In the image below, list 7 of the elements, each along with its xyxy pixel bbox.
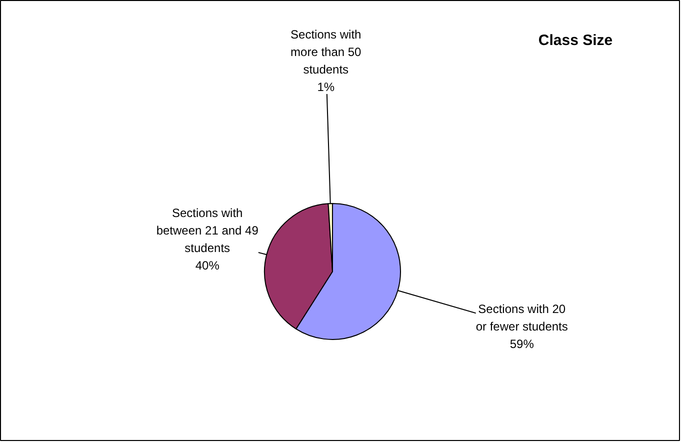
- data-label: 40%: [195, 258, 220, 273]
- slice-label: Sections with between 21 and 49 students: [156, 206, 259, 256]
- slice-label: Sections with more than 50 students: [290, 28, 362, 77]
- slice-label: Sections with 20 or fewer students: [476, 302, 568, 334]
- data-label: 59%: [510, 337, 534, 352]
- chart-title: Class Size: [538, 32, 613, 49]
- data-label: 1%: [317, 80, 335, 94]
